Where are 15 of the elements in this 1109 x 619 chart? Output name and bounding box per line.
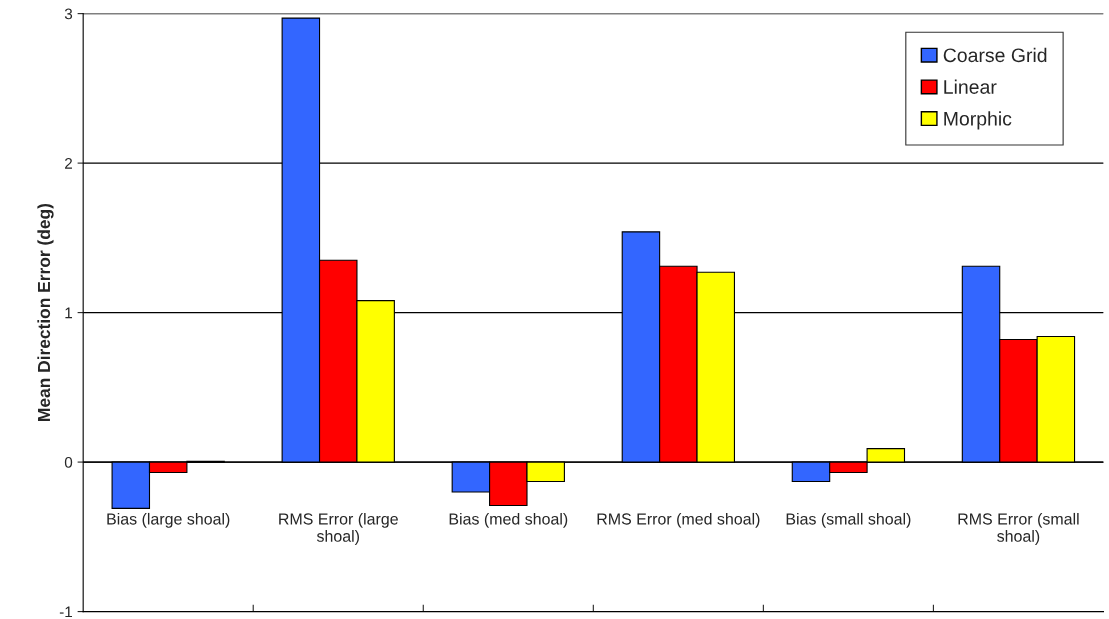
y-tick-label: 2 <box>65 157 72 169</box>
y-tick-label: -1 <box>59 606 73 618</box>
x-tick-label: Bias (med shoal) <box>449 512 568 528</box>
legend-label: Morphic <box>944 111 1012 130</box>
x-tick-label: RMS Error (med shoal) <box>597 512 760 528</box>
y-tick-label: 3 <box>64 8 73 20</box>
y-tick-label: 0 <box>64 456 73 468</box>
y-tick-label: 1 <box>65 307 73 319</box>
y-axis-title: Mean Direction Error (deg) <box>37 203 54 421</box>
legend-label: Coarse Grid <box>943 47 1047 63</box>
x-tick-label: RMS Error (large shoal) <box>279 512 398 545</box>
x-tick-label: RMS Error (small shoal) <box>958 512 1079 545</box>
x-tick-label: Bias (large shoal) <box>107 512 230 528</box>
x-tick-label: Bias (small shoal) <box>786 512 911 528</box>
legend-label: Linear <box>944 79 997 94</box>
